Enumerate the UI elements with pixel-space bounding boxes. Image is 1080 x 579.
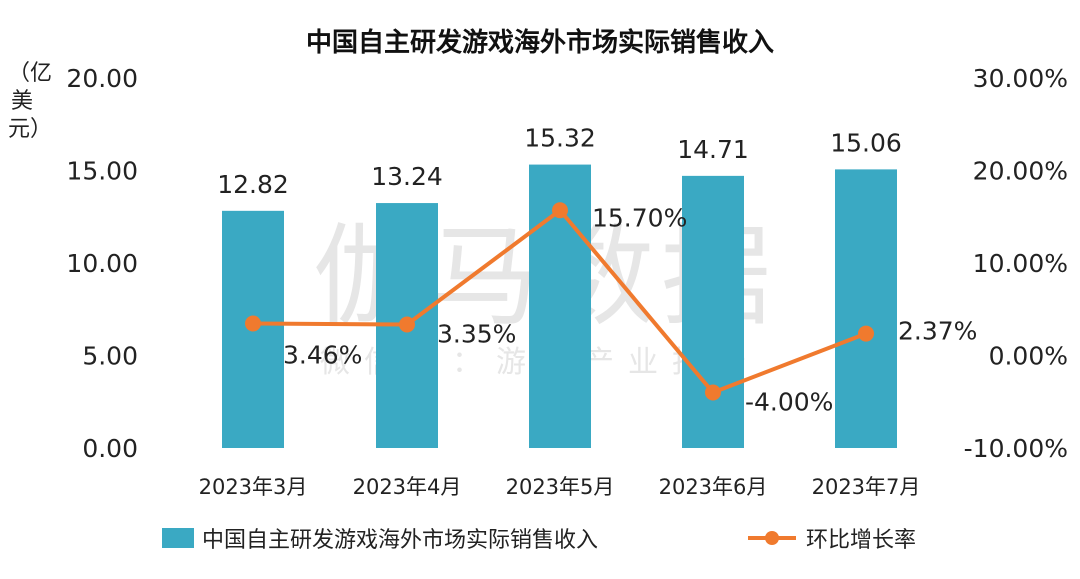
right-tick-label: 30.00% <box>973 64 1068 93</box>
x-tick-label: 2023年5月 <box>506 475 615 499</box>
growth-label: 2.37% <box>898 317 977 346</box>
left-tick-label: 20.00 <box>66 64 138 93</box>
revenue-bar <box>835 169 897 448</box>
growth-label: 3.35% <box>437 320 516 349</box>
chart-title: 中国自主研发游戏海外市场实际销售收入 <box>305 28 774 58</box>
right-tick-label: 0.00% <box>989 342 1068 371</box>
legend-item-growth: 环比增长率 <box>746 518 916 558</box>
legend-label-revenue: 中国自主研发游戏海外市场实际销售收入 <box>202 528 599 553</box>
revenue-bar-label: 12.82 <box>217 170 289 199</box>
legend-item-revenue: 中国自主研发游戏海外市场实际销售收入 <box>162 518 598 558</box>
legend: 中国自主研发游戏海外市场实际销售收入 环比增长率 <box>0 518 1080 558</box>
growth-point <box>245 315 261 332</box>
x-tick-label: 2023年7月 <box>812 475 921 499</box>
growth-label: -4.00% <box>745 388 833 417</box>
revenue-bar-label: 13.24 <box>371 162 443 191</box>
growth-point <box>552 202 568 219</box>
revenue-bar <box>682 175 744 449</box>
growth-point <box>858 325 874 342</box>
x-tick-label: 2023年3月 <box>199 475 308 499</box>
growth-label: 15.70% <box>592 203 687 232</box>
revenue-bar-label: 15.06 <box>830 128 902 157</box>
left-tick-label: 0.00 <box>82 434 138 463</box>
revenue-bar-label: 14.71 <box>677 135 749 164</box>
growth-label: 3.46% <box>283 340 362 369</box>
growth-point <box>705 384 721 401</box>
revenue-bar-label: 15.32 <box>524 124 596 153</box>
legend-label-growth: 环比增长率 <box>806 528 917 553</box>
left-tick-label: 5.00 <box>82 342 138 371</box>
legend-bar-swatch <box>162 528 194 548</box>
left-tick-label: 15.00 <box>66 157 138 186</box>
x-tick-label: 2023年4月 <box>353 475 462 499</box>
right-tick-label: -10.00% <box>964 434 1068 463</box>
x-tick-label: 2023年6月 <box>659 475 768 499</box>
growth-point <box>399 316 415 333</box>
left-tick-label: 10.00 <box>66 249 138 278</box>
right-tick-label: 20.00% <box>973 157 1068 186</box>
legend-line-swatch <box>748 531 796 545</box>
right-tick-label: 10.00% <box>973 249 1068 278</box>
